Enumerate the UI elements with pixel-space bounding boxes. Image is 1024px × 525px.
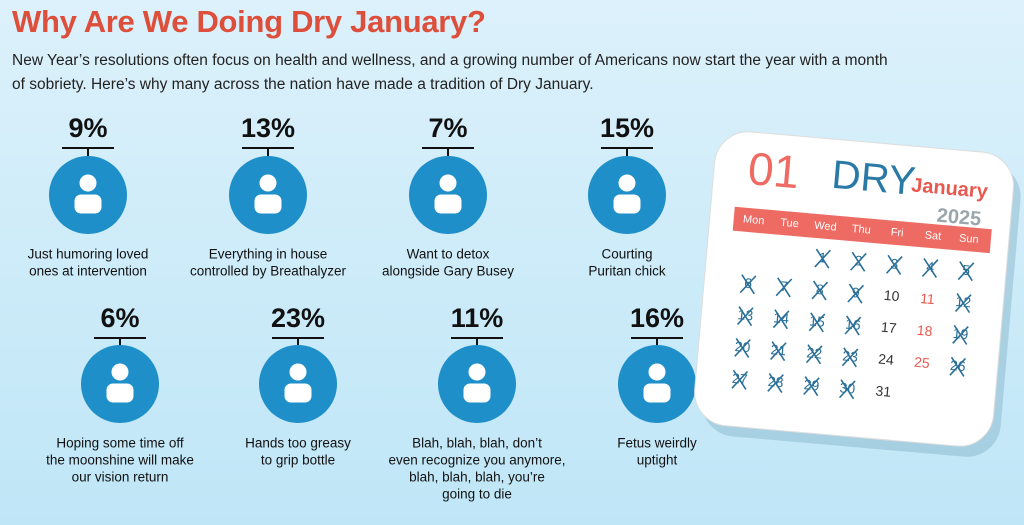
- weekday: Sat: [924, 229, 941, 242]
- cross: [957, 262, 975, 281]
- percent: 23%: [271, 303, 325, 333]
- caption: Puritan chick: [588, 264, 666, 279]
- icon-head: [468, 363, 486, 381]
- day: 11: [920, 290, 936, 307]
- icon-body: [254, 194, 282, 214]
- icon-body: [463, 383, 491, 403]
- cross: [734, 339, 751, 357]
- day: 10: [883, 287, 900, 304]
- percent: 6%: [100, 303, 139, 333]
- icon: [106, 363, 134, 403]
- caption: Just humoring loved: [28, 247, 149, 262]
- icon: [74, 174, 102, 214]
- caption: even recognize you anymore,: [388, 453, 565, 468]
- cross: [949, 357, 967, 376]
- icon-body: [284, 383, 312, 403]
- percent: 11%: [451, 303, 504, 333]
- icon-head: [439, 174, 457, 192]
- cross: [885, 255, 903, 274]
- cross: [736, 307, 754, 326]
- caption: Hoping some time off: [56, 436, 184, 451]
- day: 17: [880, 319, 897, 336]
- icon-body: [643, 383, 671, 403]
- caption: Fetus weirdly: [617, 436, 697, 451]
- cross: [770, 342, 787, 361]
- caption: to grip bottle: [261, 453, 335, 468]
- subtitle-line: of sobriety. Here’s why many across the …: [12, 76, 594, 93]
- caption: alongside Gary Busey: [382, 264, 514, 279]
- icon-head: [259, 174, 277, 192]
- cross: [954, 294, 972, 312]
- caption: ones at intervention: [29, 264, 147, 279]
- caption: uptight: [637, 453, 678, 468]
- calendar: 01DRYJanuary2025MonTueWedThuFriSatSun123…: [694, 131, 1021, 457]
- caption: controlled by Breathalyzer: [190, 264, 347, 279]
- icon-head: [289, 363, 307, 381]
- caption: blah, blah, blah, you’re: [409, 470, 545, 485]
- cross: [921, 259, 939, 277]
- weekday: Tue: [780, 217, 800, 231]
- icon-body: [434, 194, 462, 214]
- weekday: Mon: [742, 213, 764, 227]
- cross: [811, 281, 829, 300]
- cross: [841, 348, 859, 367]
- cross: [739, 275, 757, 294]
- cross: [844, 316, 862, 335]
- icon: [613, 174, 641, 214]
- cross: [808, 313, 826, 332]
- weekday: Fri: [890, 226, 904, 239]
- caption: Courting: [601, 247, 652, 262]
- day: 24: [878, 351, 895, 368]
- cross: [767, 374, 784, 392]
- day: 31: [875, 382, 892, 399]
- weekday-strip: [732, 206, 992, 254]
- icon: [463, 363, 491, 403]
- icon: [284, 363, 312, 403]
- icon-body: [74, 194, 102, 214]
- caption: Hands too greasy: [245, 436, 351, 451]
- icon-body: [613, 194, 641, 214]
- cross: [814, 249, 831, 268]
- caption: the moonshine will make: [46, 453, 194, 468]
- cross: [731, 370, 749, 389]
- cross: [805, 345, 823, 364]
- day: 18: [916, 322, 933, 339]
- weekday: Thu: [851, 223, 871, 237]
- cross: [838, 380, 856, 399]
- cross: [847, 284, 865, 303]
- cross: [772, 310, 790, 329]
- icon-head: [648, 363, 666, 381]
- icon: [434, 174, 462, 214]
- icon-head: [79, 174, 97, 192]
- percent: 9%: [68, 113, 107, 143]
- cross: [775, 278, 793, 297]
- icon: [254, 174, 282, 214]
- caption: Blah, blah, blah, don’t: [412, 436, 542, 451]
- icon-head: [111, 363, 129, 381]
- percent: 13%: [241, 113, 295, 143]
- percent: 15%: [600, 113, 654, 143]
- subtitle-line: New Year’s resolutions often focus on he…: [12, 52, 888, 69]
- caption: Want to detox: [407, 247, 490, 262]
- title: Why Are We Doing Dry January?: [12, 4, 486, 39]
- weekday: Sun: [959, 232, 980, 246]
- icon-body: [106, 383, 134, 403]
- caption: our vision return: [72, 470, 169, 485]
- calendar-number: 01: [746, 142, 802, 198]
- calendar-word: DRY: [830, 153, 917, 204]
- weekday: Wed: [814, 220, 837, 234]
- cross: [803, 377, 820, 396]
- percent: 16%: [630, 303, 684, 333]
- caption: going to die: [442, 487, 512, 502]
- cross: [850, 252, 867, 271]
- day: 25: [913, 354, 930, 371]
- icon: [643, 363, 671, 403]
- percent: 7%: [428, 113, 467, 143]
- cross: [952, 326, 969, 344]
- caption: Everything in house: [209, 247, 328, 262]
- icon-head: [618, 174, 636, 192]
